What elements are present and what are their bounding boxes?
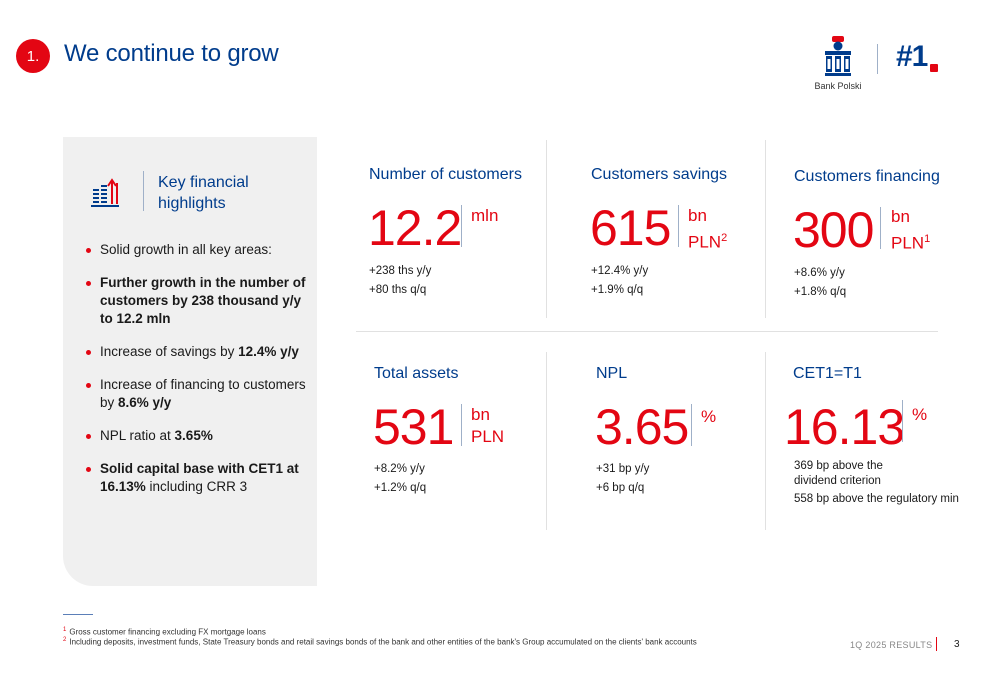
- metric-change-yy: +12.4% y/y: [591, 265, 649, 277]
- footer-divider: [936, 637, 937, 651]
- footnote-text: Gross customer financing excluding FX mo…: [69, 627, 266, 637]
- metric-change-qq: +1.9% q/q: [591, 284, 644, 296]
- metric-note-dividend: 369 bp above the dividend criterion: [794, 460, 883, 487]
- bar-chart-arrow-up-icon: [91, 178, 119, 207]
- rank-dot: [930, 64, 938, 72]
- metric-unit-financing: bn PLN1: [891, 206, 930, 255]
- metric-change-yy: +8.2% y/y: [374, 463, 425, 475]
- metric-change-yy: +8.6% y/y: [794, 267, 845, 279]
- metric-value-savings: 615: [590, 200, 671, 256]
- metric-title-financing: Customers financing: [794, 168, 940, 185]
- page-title: We continue to grow: [64, 40, 279, 67]
- footnote-2: 2 Including deposits, investment funds, S…: [63, 637, 697, 647]
- metric-title-assets: Total assets: [374, 365, 459, 382]
- metric-unit-divider: [691, 404, 692, 446]
- metric-unit-assets: bn PLN: [471, 404, 504, 448]
- metric-change-qq: +6 bp q/q: [596, 482, 645, 494]
- metric-unit-cet1: %: [912, 405, 928, 424]
- metric-value-assets: 531: [373, 399, 454, 455]
- metric-unit-npl: %: [701, 407, 717, 426]
- metric-title-customers: Number of customers: [369, 166, 522, 183]
- metric-unit-savings: bn PLN2: [688, 205, 727, 254]
- highlight-text: including CRR 3: [145, 479, 248, 494]
- footnote-number: 2: [63, 637, 67, 643]
- highlights-list: Solid growth in all key areas: Further g…: [85, 241, 307, 511]
- highlight-text: Increase of financing to customers by: [100, 377, 306, 410]
- metric-title-npl: NPL: [596, 365, 628, 382]
- list-item: Increase of savings by 12.4% y/y: [85, 343, 307, 361]
- highlight-text: NPL ratio at: [100, 428, 175, 443]
- list-item: Solid growth in all key areas:: [85, 241, 307, 259]
- highlight-bold-text: 8.6% y/y: [118, 395, 172, 410]
- footnote-1: 1 Gross customer financing excluding FX m…: [63, 627, 266, 637]
- footnote-number: 1: [63, 627, 67, 633]
- highlights-title-line1: Key financial: [158, 174, 249, 191]
- list-item: Increase of financing to customers by 8.…: [85, 376, 307, 412]
- metric-unit-divider: [461, 205, 462, 247]
- footnote-text: Including deposits, investment funds, St…: [69, 637, 697, 647]
- unit-line: bn: [471, 405, 490, 424]
- metric-title-savings: Customers savings: [591, 166, 728, 183]
- metric-change-qq: +80 ths q/q: [369, 284, 427, 296]
- list-item: Solid capital base with CET1 at 16.13% i…: [85, 460, 307, 496]
- unit-line: bn: [891, 207, 910, 226]
- metric-unit-customers: mln: [471, 206, 499, 225]
- metric-note-regulatory: 558 bp above the regulatory min: [794, 493, 959, 505]
- highlight-text: Increase of savings by: [100, 344, 239, 359]
- metric-unit-divider: [880, 207, 881, 249]
- footnote-ref: 1: [924, 233, 931, 245]
- row-divider: [356, 331, 938, 332]
- metric-value-financing: 300: [793, 202, 874, 258]
- unit-line: PLN: [891, 233, 925, 253]
- highlight-bold-text: 3.65%: [174, 428, 213, 443]
- section-number-badge: 1.: [16, 39, 50, 73]
- highlights-title: Key financial highlights: [158, 172, 298, 214]
- highlight-bold-text: Solid capital base with CET1 at 16.13%: [100, 461, 299, 494]
- page-number: 3: [954, 639, 960, 650]
- footnote-rule: [63, 614, 93, 615]
- unit-line: PLN: [688, 232, 722, 252]
- highlight-bold-text: 12.4% y/y: [238, 344, 299, 359]
- list-item: NPL ratio at 3.65%: [85, 427, 307, 445]
- metric-change-qq: +1.8% q/q: [794, 286, 847, 298]
- metric-unit-divider: [902, 400, 903, 442]
- metric-unit-divider: [461, 404, 462, 446]
- highlight-text: Further growth in the number of customer…: [100, 275, 306, 326]
- column-divider: [546, 352, 547, 530]
- column-divider: [765, 352, 766, 530]
- metric-change-yy: +238 ths y/y: [369, 265, 432, 277]
- highlights-panel: Key financial highlights Solid growth in…: [63, 137, 317, 586]
- metric-value-npl: 3.65: [595, 399, 689, 455]
- bank-logo: [825, 36, 851, 76]
- highlights-title-line2: highlights: [158, 195, 226, 212]
- highlight-text: Solid growth in all key areas:: [100, 242, 272, 257]
- metric-title-cet1: CET1=T1: [793, 365, 862, 382]
- column-divider: [546, 140, 547, 318]
- unit-line: bn: [688, 206, 707, 225]
- unit-line: PLN: [471, 427, 505, 446]
- metric-change-yy: +31 bp y/y: [596, 463, 650, 475]
- footnote-ref: 2: [721, 232, 728, 244]
- header-divider: [877, 44, 878, 74]
- rank-label: #1: [896, 40, 928, 73]
- column-divider: [765, 140, 766, 318]
- metric-value-customers: 12.2: [368, 200, 462, 256]
- highlights-divider: [143, 171, 144, 211]
- report-label: 1Q 2025 RESULTS: [850, 640, 933, 650]
- metric-value-cet1: 16.13: [784, 399, 905, 455]
- metric-change-qq: +1.2% q/q: [374, 482, 427, 494]
- list-item: Further growth in the number of customer…: [85, 274, 307, 328]
- logo-caption: Bank Polski: [814, 81, 862, 91]
- metric-unit-divider: [678, 205, 679, 247]
